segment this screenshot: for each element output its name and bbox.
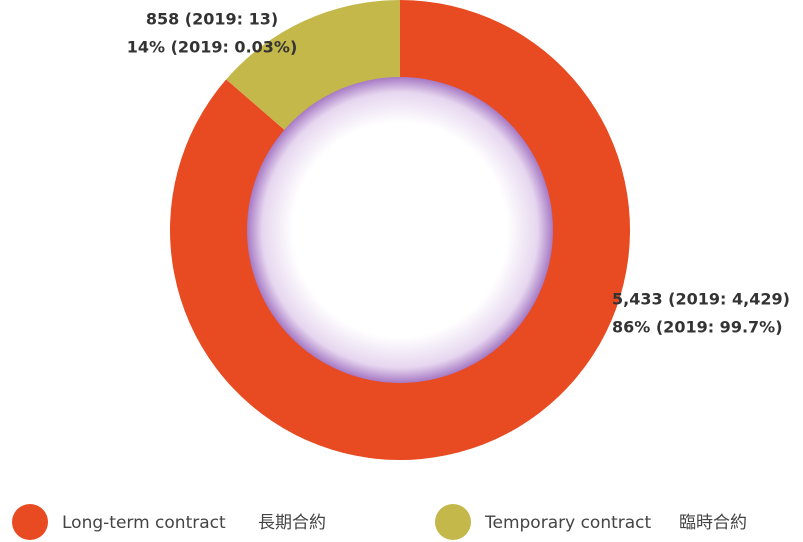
legend-label-zh: 長期合約 <box>258 513 326 533</box>
legend-label-zh: 臨時合約 <box>679 513 747 533</box>
legend-label: Long-term contract <box>62 513 226 533</box>
legend-swatch <box>12 504 48 540</box>
value-label: 858 (2019: 13) <box>146 10 278 29</box>
legend-swatch <box>435 504 471 540</box>
percent-label: 86% (2019: 99.7%) <box>612 318 783 337</box>
percent-label: 14% (2019: 0.03%) <box>127 38 298 57</box>
value-label: 5,433 (2019: 4,429) <box>612 290 790 309</box>
legend-label: Temporary contract <box>484 513 652 533</box>
donut-hole <box>247 77 553 383</box>
